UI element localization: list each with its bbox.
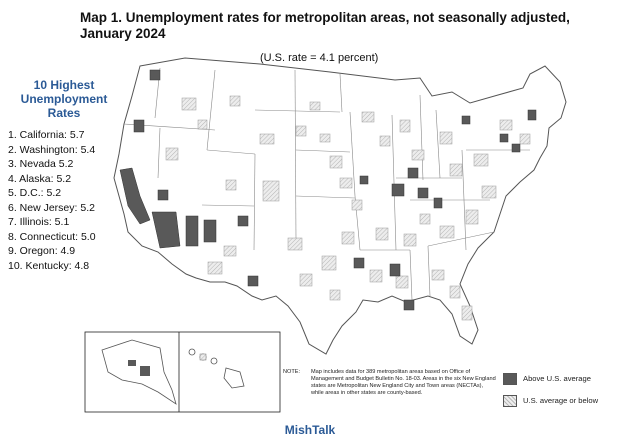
watermark: MishTalk (284, 423, 336, 437)
ranking-heading: 10 Highest Unemployment Rates (20, 78, 108, 120)
ranking-item: 6. New Jersey: 5.2 (8, 201, 95, 214)
metro-areas-average-or-below (165, 95, 531, 321)
ranking-item: 3. Nevada 5.2 (8, 158, 74, 170)
ranking-item: 7. Illinois: 5.1 (8, 216, 70, 228)
above-average-swatch (503, 372, 517, 385)
ranking-item: 2. Washington: 5.4 (8, 143, 96, 156)
note-text: Map includes data for 389 metropolitan a… (311, 369, 496, 396)
note-label: NOTE: (283, 369, 301, 375)
ranking-item: 10. Kentucky: 4.8 (8, 259, 90, 272)
ranking-item: 9. Oregon: 4.9 (8, 245, 76, 257)
ranking-item: 8. Connecticut: 5.0 (8, 230, 96, 243)
legend: Above U.S. average U.S. average or below (503, 372, 618, 416)
anchorage-area (140, 366, 150, 376)
alaska-hawaii-inset (84, 331, 281, 413)
ranking-item: 4. Alaska: 5.2 (8, 172, 72, 185)
us-contiguous-outline (113, 57, 567, 355)
average-or-below-swatch (503, 394, 517, 407)
above-average-label: Above U.S. average (523, 374, 591, 383)
ranking-item: 1. California: 5.7 (8, 129, 85, 141)
fairbanks-area (128, 360, 136, 366)
map-subtitle: (U.S. rate = 4.1 percent) (260, 52, 379, 64)
average-or-below-label: U.S. average or below (523, 396, 599, 405)
legend-row-below: U.S. average or below (503, 394, 618, 407)
ranking-item: 5. D.C.: 5.2 (8, 187, 62, 199)
top-ten-ranking: 10 Highest Unemployment Rates 1. Califor… (8, 78, 128, 273)
honolulu-area (199, 353, 207, 361)
legend-row-above: Above U.S. average (503, 372, 618, 385)
map-title: Map 1. Unemployment rates for metropolit… (80, 10, 570, 41)
alaska-outline (101, 339, 177, 405)
metro-areas-above-average (119, 69, 537, 311)
ranking-list: 1. California: 5.7 2. Washington: 5.4 3.… (8, 128, 128, 273)
